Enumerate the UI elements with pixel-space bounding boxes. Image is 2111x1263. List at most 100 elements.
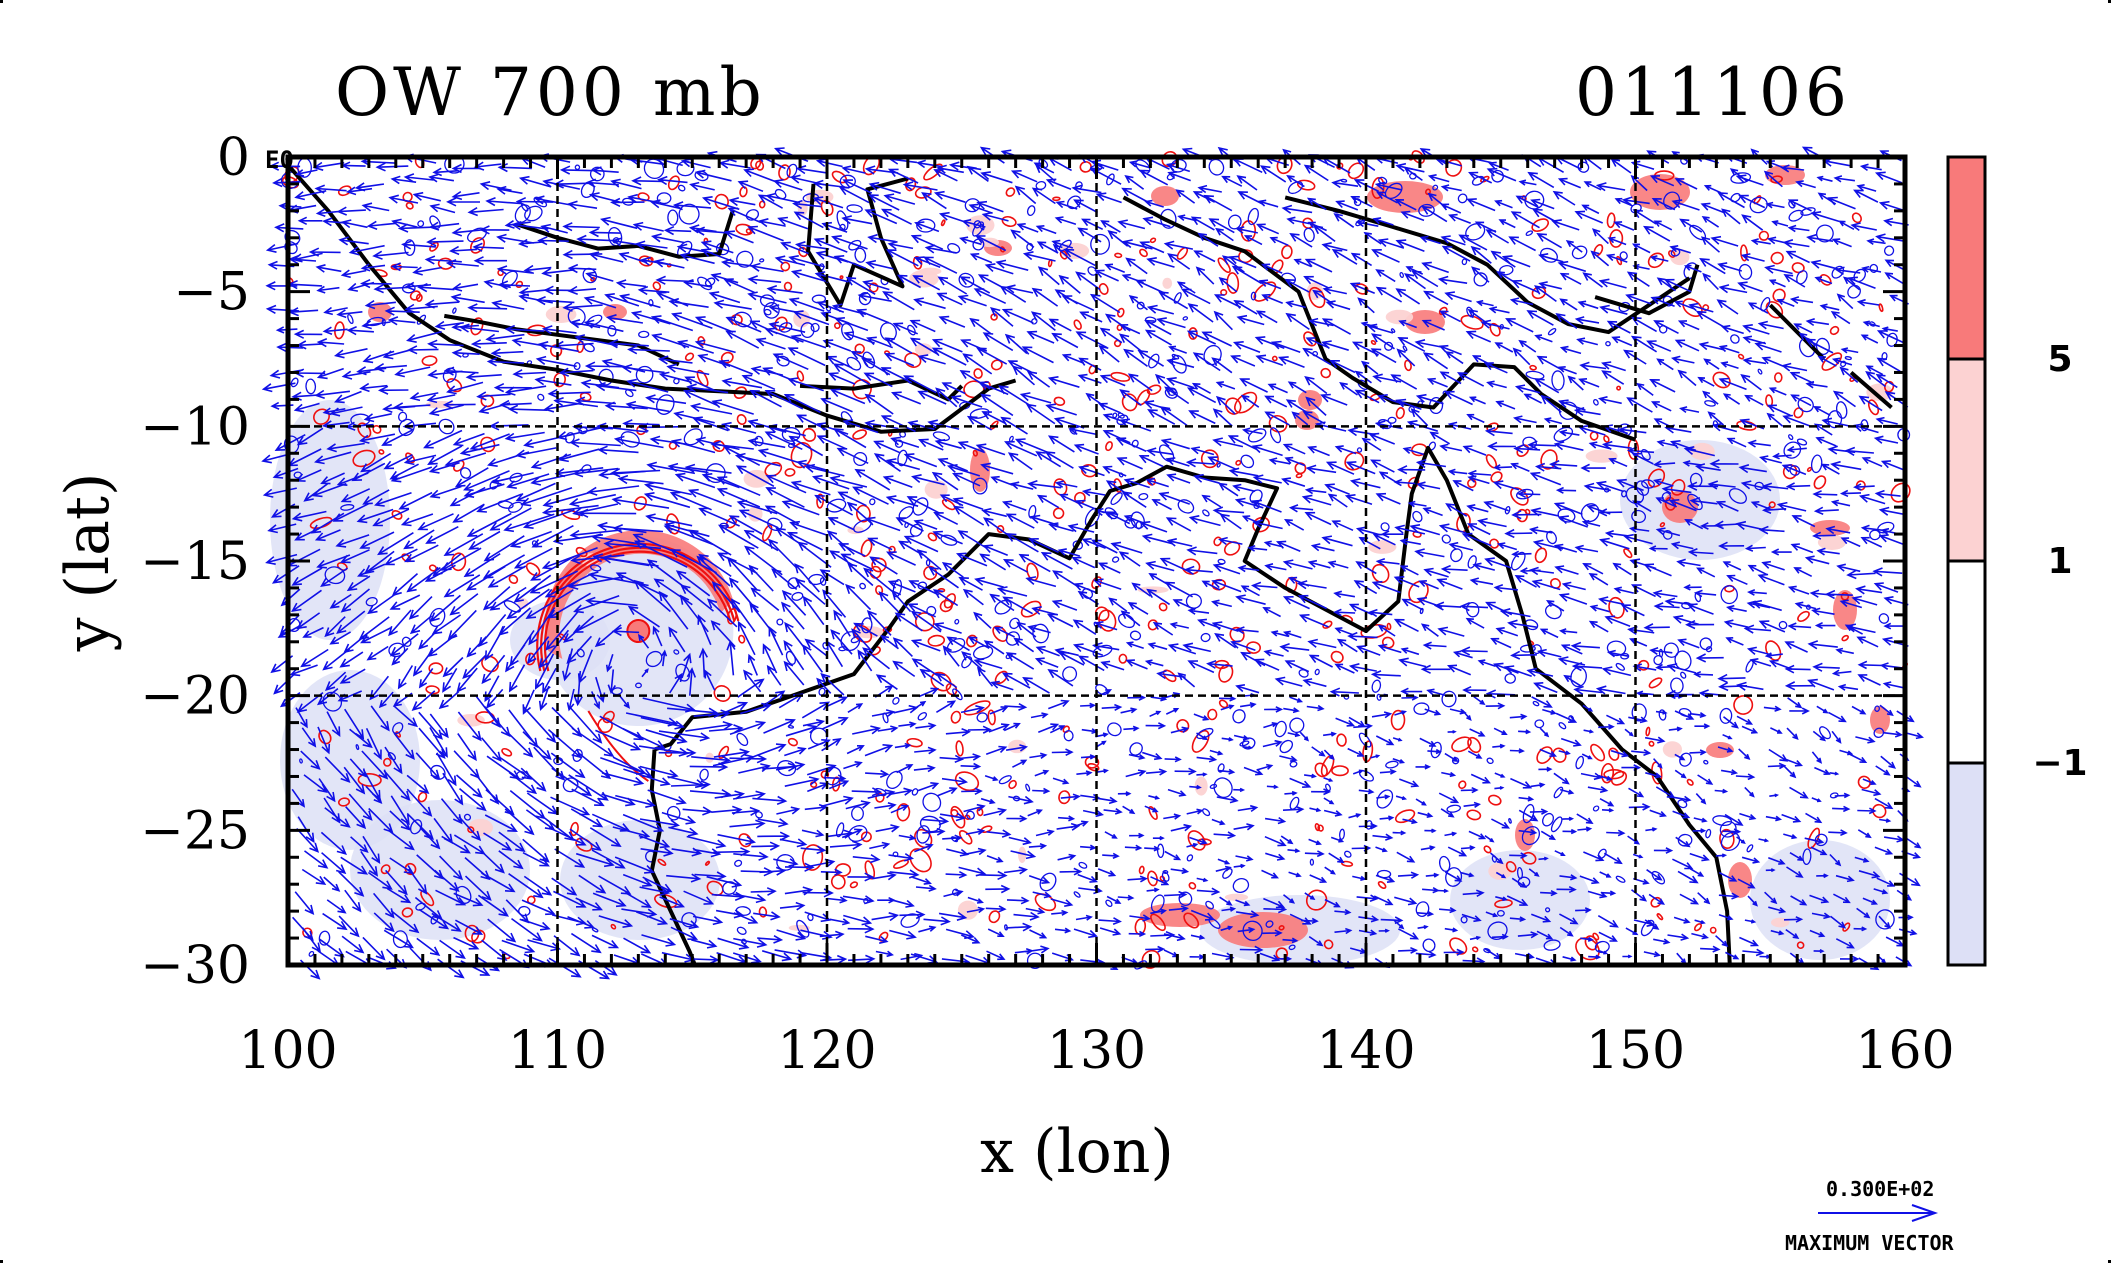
wind-vector bbox=[553, 890, 587, 908]
wind-vector bbox=[1348, 716, 1366, 728]
wind-vector bbox=[567, 263, 597, 274]
ow-contour bbox=[1449, 937, 1468, 955]
wind-vector bbox=[451, 348, 480, 358]
wind-vector bbox=[1045, 403, 1077, 416]
wind-vector bbox=[1407, 500, 1427, 508]
wind-vector bbox=[1643, 225, 1671, 242]
negative-contour bbox=[972, 221, 985, 237]
wind-vector bbox=[443, 366, 479, 376]
wind-vector bbox=[1804, 555, 1830, 565]
negative-contour bbox=[438, 418, 455, 435]
wind-vector bbox=[1427, 174, 1450, 183]
wind-vector bbox=[911, 474, 945, 486]
wind-vector bbox=[1831, 730, 1842, 744]
wind-vector bbox=[297, 216, 323, 226]
wind-vector bbox=[1280, 835, 1294, 845]
negative-contour bbox=[1446, 804, 1461, 813]
wind-vector bbox=[781, 589, 807, 616]
wind-vector bbox=[723, 278, 756, 294]
ow-contour bbox=[1656, 913, 1664, 921]
wind-vector bbox=[1866, 238, 1886, 245]
wind-vector bbox=[752, 743, 787, 758]
wind-vector bbox=[1582, 272, 1603, 288]
wind-vector bbox=[529, 570, 578, 594]
wind-vector bbox=[515, 447, 557, 459]
wind-vector bbox=[1683, 446, 1715, 457]
wind-vector bbox=[562, 249, 603, 260]
negative-contour bbox=[1730, 172, 1752, 184]
wind-vector bbox=[1562, 956, 1577, 962]
negative-contour bbox=[1450, 548, 1463, 563]
wind-vector bbox=[1147, 642, 1168, 650]
negative-contour bbox=[591, 927, 599, 933]
wind-vector bbox=[1196, 755, 1218, 763]
wind-vector bbox=[974, 576, 1004, 588]
wind-vector bbox=[1582, 562, 1604, 575]
wind-vector bbox=[842, 895, 875, 905]
wind-vector bbox=[1034, 657, 1059, 669]
wind-vector bbox=[504, 324, 545, 335]
wind-vector bbox=[332, 503, 369, 522]
negative-contour bbox=[1203, 344, 1222, 366]
wind-vector bbox=[865, 259, 894, 270]
wind-vector bbox=[541, 325, 577, 335]
wind-vector bbox=[1511, 279, 1540, 294]
wind-vector bbox=[1587, 890, 1608, 899]
wind-vector bbox=[1191, 382, 1211, 394]
wind-vector bbox=[1348, 663, 1377, 673]
wind-vector bbox=[933, 190, 966, 203]
wind-vector bbox=[504, 808, 535, 836]
negative-contour bbox=[574, 164, 581, 171]
wind-vector bbox=[363, 550, 395, 575]
wind-vector bbox=[941, 561, 964, 578]
wind-vector bbox=[548, 826, 587, 846]
wind-vector bbox=[1861, 265, 1882, 273]
wind-vector bbox=[1471, 266, 1490, 283]
wind-vector bbox=[1557, 366, 1577, 375]
wind-vector bbox=[1211, 621, 1239, 633]
wind-vector bbox=[957, 441, 986, 454]
wind-vector bbox=[389, 594, 421, 610]
wind-vector bbox=[1693, 670, 1714, 678]
wind-vector bbox=[1423, 567, 1449, 578]
wind-vector bbox=[1073, 443, 1099, 455]
wind-vector bbox=[329, 593, 352, 609]
wind-vector bbox=[1439, 907, 1457, 914]
negative-contour bbox=[1618, 301, 1631, 313]
wind-vector bbox=[1072, 619, 1097, 635]
wind-vector bbox=[952, 497, 984, 511]
wind-vector bbox=[1063, 248, 1096, 267]
wind-vector bbox=[1164, 890, 1188, 899]
wind-vector bbox=[1201, 331, 1232, 347]
negative-contour bbox=[1728, 488, 1747, 504]
wind-vector bbox=[914, 843, 934, 853]
wind-vector bbox=[680, 158, 711, 169]
wind-vector bbox=[378, 691, 394, 709]
wind-vector bbox=[408, 596, 433, 620]
wind-vector bbox=[1810, 211, 1840, 223]
wind-vector bbox=[1884, 272, 1904, 285]
wind-vector bbox=[675, 570, 711, 597]
wind-vector bbox=[1264, 395, 1288, 408]
wind-vector bbox=[1766, 404, 1791, 417]
wind-vector bbox=[670, 549, 717, 574]
wind-vector bbox=[427, 445, 463, 465]
wind-vector bbox=[1420, 845, 1436, 851]
wind-vector bbox=[643, 492, 691, 509]
wind-vector bbox=[733, 937, 768, 948]
wind-vector bbox=[424, 299, 460, 309]
wind-vector bbox=[1398, 946, 1419, 954]
wind-vector bbox=[1320, 393, 1348, 406]
negative-contour bbox=[1162, 870, 1169, 874]
wind-vector bbox=[1707, 480, 1736, 490]
wind-vector bbox=[1804, 837, 1825, 845]
wind-vector bbox=[1264, 411, 1290, 426]
wind-vector bbox=[479, 225, 510, 235]
wind-vector bbox=[984, 774, 999, 782]
colorbar-segment bbox=[1946, 357, 1987, 563]
negative-contour bbox=[1110, 492, 1123, 506]
negative-contour bbox=[305, 378, 317, 395]
wind-vector bbox=[1231, 265, 1263, 285]
wind-vector bbox=[451, 163, 481, 174]
ow-contour bbox=[1354, 283, 1369, 295]
